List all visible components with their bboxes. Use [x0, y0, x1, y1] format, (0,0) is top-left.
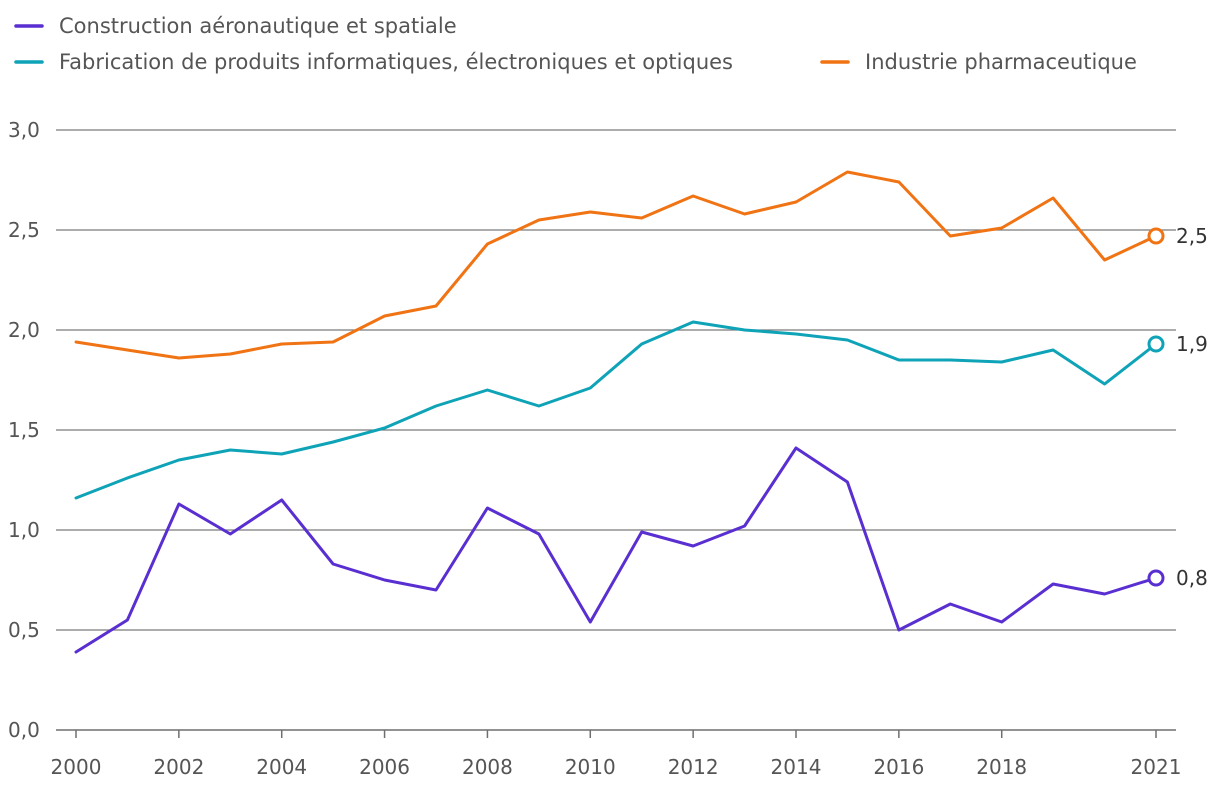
x-axis: 2000 2002 2004 2006 2008 2010 2012 2014 2016 2018… — [51, 730, 1182, 779]
series-end-marker — [1147, 227, 1165, 245]
legend: Construction aéronautique et spatiale Fab… — [14, 14, 1137, 74]
y-tick-label: 1,0 — [8, 518, 40, 542]
series-line-1 — [74, 320, 1158, 500]
end-labels: 0,8 1,9 2,5 — [1176, 224, 1208, 590]
x-tick-label: 2006 — [359, 755, 410, 779]
series-line-0 — [74, 446, 1158, 654]
x-tick-label: 2000 — [51, 755, 102, 779]
end-value-label: 1,9 — [1176, 332, 1208, 356]
x-tick-label: 2012 — [668, 755, 719, 779]
y-axis: 0,0 0,5 1,0 1,5 2,0 2,5 3,0 — [8, 118, 40, 742]
x-tick-label: 2004 — [256, 755, 307, 779]
legend-label: Industrie pharmaceutique — [865, 50, 1137, 74]
legend-label: Construction aéronautique et spatiale — [59, 14, 457, 38]
grid-lines — [56, 129, 1176, 731]
legend-label: Fabrication de produits informatiques, é… — [59, 50, 733, 74]
y-tick-label: 2,5 — [8, 218, 40, 242]
end-value-label: 0,8 — [1176, 566, 1208, 590]
y-tick-label: 2,0 — [8, 318, 40, 342]
y-tick-label: 1,5 — [8, 418, 40, 442]
y-tick-label: 0,0 — [8, 718, 40, 742]
x-tick-label: 2021 — [1131, 755, 1182, 779]
x-tick-label: 2018 — [976, 755, 1027, 779]
x-tick-label: 2014 — [771, 755, 822, 779]
x-tick-label: 2008 — [462, 755, 513, 779]
x-tick-label: 2010 — [565, 755, 616, 779]
series-end-marker — [1147, 569, 1165, 587]
end-value-label: 2,5 — [1176, 224, 1208, 248]
y-tick-label: 3,0 — [8, 118, 40, 142]
x-tick-label: 2016 — [873, 755, 924, 779]
y-tick-label: 0,5 — [8, 618, 40, 642]
series-end-marker — [1147, 335, 1165, 353]
series-group — [74, 170, 1165, 654]
x-tick-label: 2002 — [153, 755, 204, 779]
series-line-2 — [74, 170, 1158, 360]
